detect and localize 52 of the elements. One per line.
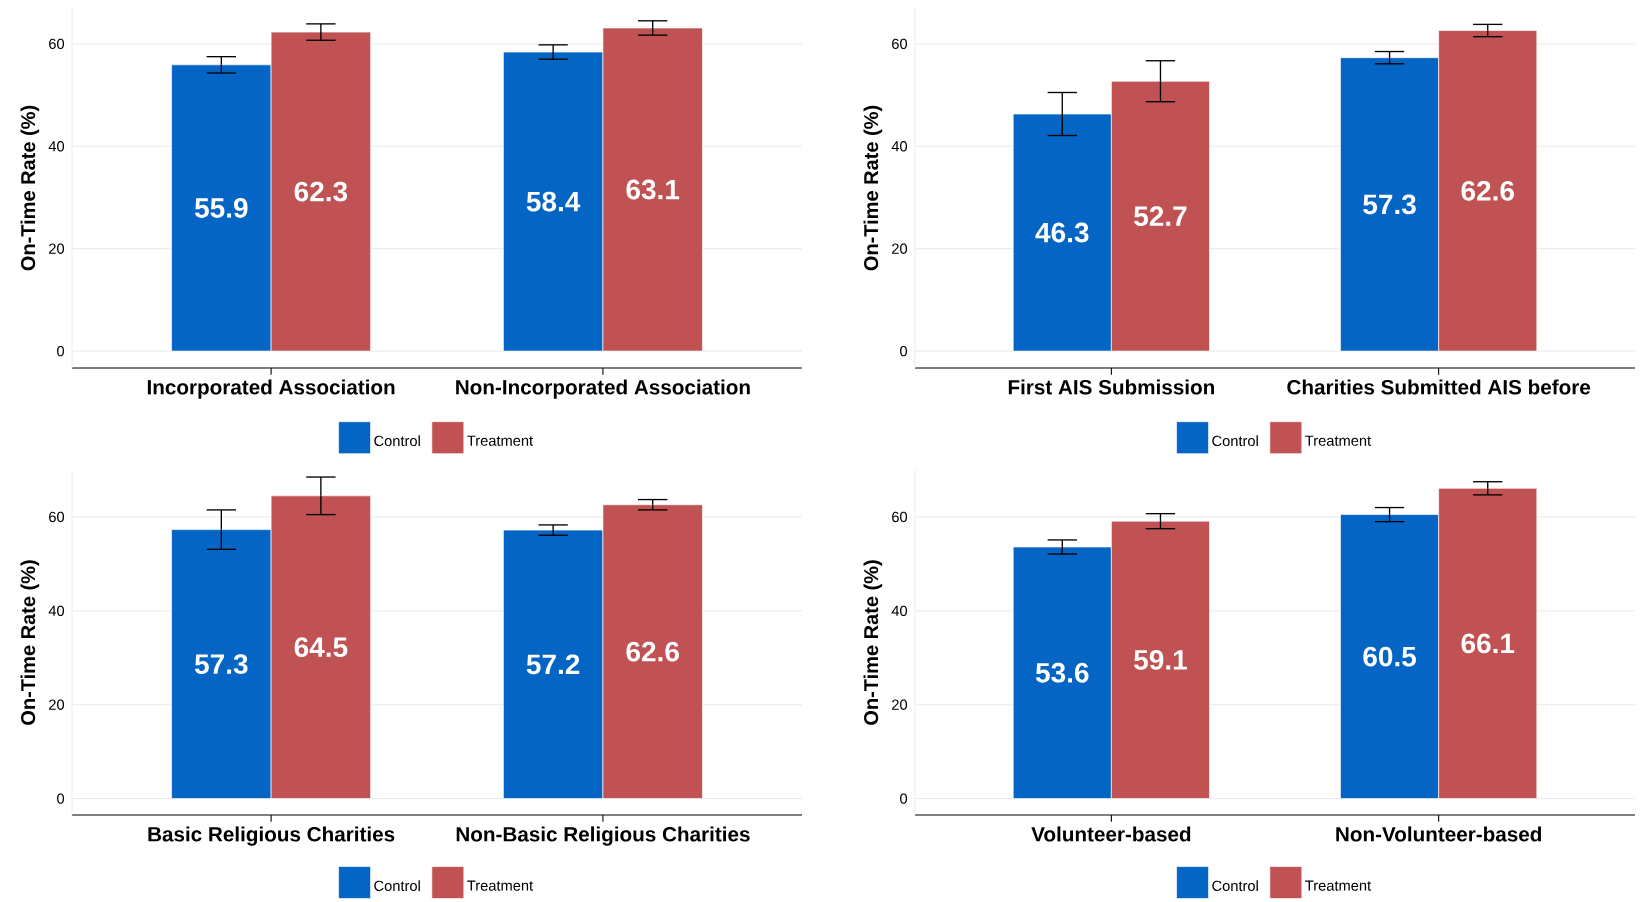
data-label: 57.3: [1363, 194, 1416, 215]
data-label: 64.5: [294, 637, 348, 658]
data-label: 63.1: [626, 179, 680, 200]
x-tick-label: Incorporated Association: [147, 379, 395, 399]
x-tick-label: Basic Religious Charities: [148, 826, 395, 846]
data-label: 46.3: [1035, 222, 1089, 243]
legend-label: Control: [374, 880, 420, 892]
y-tick-label: 40: [48, 141, 65, 152]
y-tick-label: 20: [49, 699, 65, 710]
legend-label: Control: [1212, 880, 1258, 892]
data-label: 57.3: [194, 654, 248, 675]
y-tick-label: 60: [892, 511, 908, 523]
legend-label: Control: [374, 435, 420, 447]
y-tick-label: 20: [892, 699, 908, 710]
legend-label: Treatment: [1305, 880, 1372, 891]
legend-label: Treatment: [467, 880, 534, 891]
data-label: 58.4: [526, 191, 581, 212]
data-label: 52.7: [1134, 206, 1187, 227]
y-tick-label: 60: [49, 511, 65, 523]
x-tick-label: First AIS Submission: [1008, 379, 1214, 395]
data-label: 53.6: [1035, 662, 1089, 683]
y-tick-label: 60: [49, 38, 65, 50]
y-tick-label: 40: [48, 605, 65, 617]
data-label: 66.1: [1461, 633, 1515, 654]
y-tick-label: 20: [49, 243, 65, 254]
y-tick-label: 40: [891, 141, 908, 152]
data-label: 55.9: [194, 198, 248, 218]
x-tick-label: Non-Incorporated Association: [456, 379, 750, 399]
x-tick-label: Charities Submitted AIS before: [1287, 379, 1591, 395]
data-label: 62.6: [1461, 180, 1514, 201]
legend-label: Treatment: [467, 435, 534, 446]
data-label: 59.1: [1134, 649, 1187, 670]
y-axis-title: On-Time Rate (%): [20, 105, 40, 271]
y-tick-label: 20: [892, 243, 908, 254]
y-axis-title: On-Time Rate (%): [20, 560, 40, 725]
legend-label: Treatment: [1305, 435, 1372, 446]
y-tick-label: 40: [891, 605, 908, 617]
data-label: 62.3: [294, 181, 348, 202]
data-label: 60.5: [1363, 646, 1417, 667]
y-tick-label: 0: [900, 345, 908, 357]
y-axis-title: On-Time Rate (%): [863, 105, 883, 271]
y-tick-label: 60: [892, 38, 908, 50]
x-tick-label: Volunteer-based: [1031, 826, 1191, 842]
data-label: 57.2: [526, 654, 580, 675]
legend-label: Control: [1212, 435, 1258, 447]
y-axis-title: On-Time Rate (%): [863, 560, 883, 725]
x-tick-label: Non-Volunteer-based: [1336, 826, 1541, 842]
data-label: 62.6: [626, 641, 679, 662]
y-tick-label: 0: [900, 793, 908, 804]
y-tick-label: 0: [57, 793, 65, 804]
x-tick-label: Non-Basic Religious Charities: [456, 826, 750, 846]
y-tick-label: 0: [57, 345, 65, 357]
